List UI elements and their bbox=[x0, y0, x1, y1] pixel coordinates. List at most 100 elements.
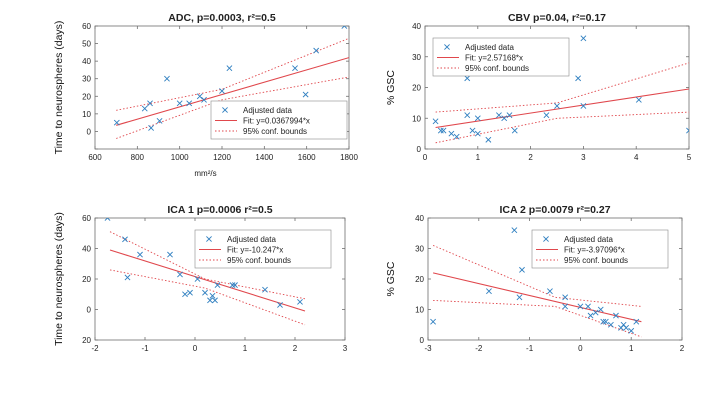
data-point bbox=[587, 312, 594, 319]
legend-label-bounds: 95% conf. bounds bbox=[243, 127, 307, 136]
data-point bbox=[635, 96, 642, 103]
data-point bbox=[147, 100, 153, 107]
conf-bound-lower bbox=[116, 76, 349, 139]
data-point bbox=[511, 127, 518, 134]
y-tick-label: 30 bbox=[412, 53, 421, 62]
data-point bbox=[562, 294, 569, 301]
x-tick-label: 1200 bbox=[213, 153, 231, 162]
data-point bbox=[577, 303, 584, 310]
data-point bbox=[485, 136, 492, 143]
conf-bound-lower bbox=[109, 269, 306, 326]
data-point bbox=[506, 112, 513, 119]
data-point bbox=[469, 127, 476, 134]
data-point bbox=[302, 91, 309, 98]
data-point bbox=[474, 115, 481, 122]
legend-marker-icon bbox=[206, 236, 212, 242]
y-tick-label: 0 bbox=[420, 336, 425, 345]
data-point bbox=[464, 75, 471, 82]
chart-adc: 600 800 1000 1200 1400 1600 1800 0 10 20 30 40 50 60 A… bbox=[53, 12, 358, 178]
data-point bbox=[623, 324, 630, 331]
data-marks bbox=[432, 35, 689, 144]
legend-label-bounds: 95% conf. bounds bbox=[227, 256, 291, 265]
data-point bbox=[543, 112, 550, 119]
legend-label-fit: Fit: y=-10.247*x bbox=[227, 246, 283, 255]
x-tick-label: 1800 bbox=[340, 153, 358, 162]
data-point bbox=[207, 297, 213, 304]
data-point bbox=[432, 118, 439, 125]
data-point bbox=[313, 47, 320, 54]
data-point bbox=[430, 318, 436, 325]
data-marks bbox=[113, 26, 349, 139]
y-tick-label: 10 bbox=[412, 114, 421, 123]
legend-label-fit: Fit: y=0.0367994*x bbox=[243, 117, 310, 126]
data-point bbox=[262, 286, 268, 293]
y-tick-label: 40 bbox=[82, 57, 91, 66]
data-point bbox=[177, 271, 183, 278]
legend: Adjusted data Fit: y=-3.97096*x95% conf. … bbox=[531, 229, 669, 269]
data-point bbox=[167, 251, 173, 258]
conf-bound-upper bbox=[116, 37, 349, 111]
conf-bound-upper bbox=[432, 244, 642, 307]
y-tick-label: 0 bbox=[87, 306, 92, 315]
data-point bbox=[219, 88, 225, 94]
chart-ica1: -2 -1 0 1 2 3 20 0 20 40 60 ICA 1 p=0.0006 r²=0.5 Ti… bbox=[53, 204, 348, 353]
data-point bbox=[214, 282, 221, 289]
y-axis-label: % GSC bbox=[385, 70, 397, 105]
x-tick-label: 2 bbox=[680, 344, 685, 353]
data-point bbox=[122, 236, 128, 243]
conf-bound-lower bbox=[435, 111, 689, 144]
data-point bbox=[196, 93, 203, 100]
y-axis-label: Time to neurospheres (days) bbox=[53, 212, 65, 346]
x-tick-label: 1 bbox=[243, 344, 248, 353]
data-point bbox=[232, 282, 238, 289]
legend: Adjusted data Fit: y=-10.247*x95% conf. b… bbox=[194, 229, 332, 269]
x-tick-label: 1600 bbox=[298, 153, 316, 162]
y-tick-label: 50 bbox=[82, 40, 91, 49]
data-point bbox=[516, 294, 523, 301]
fit-line bbox=[432, 272, 642, 323]
legend-label-data: Adjusted data bbox=[465, 43, 514, 52]
data-point bbox=[486, 288, 492, 295]
chart-title: CBV p=0.04, r²=0.17 bbox=[508, 12, 606, 24]
data-point bbox=[440, 127, 447, 134]
y-tick-label: 10 bbox=[82, 110, 91, 119]
data-point bbox=[212, 297, 218, 304]
y-tick-label: 20 bbox=[82, 92, 91, 101]
legend-marker-icon bbox=[222, 107, 228, 113]
data-point bbox=[277, 302, 283, 308]
data-point bbox=[186, 100, 193, 107]
data-point bbox=[453, 133, 460, 140]
x-tick-label: -1 bbox=[526, 344, 534, 353]
data-point bbox=[600, 318, 607, 325]
y-tick-label: 60 bbox=[82, 214, 91, 223]
legend: Adjusted data Fit: y=0.0367994*x95% conf.… bbox=[210, 100, 348, 140]
data-point bbox=[137, 251, 143, 258]
data-point bbox=[201, 96, 207, 103]
y-tick-label: 0 bbox=[87, 127, 92, 136]
data-point bbox=[124, 274, 131, 281]
data-point bbox=[562, 303, 569, 310]
x-tick-label: 3 bbox=[343, 344, 348, 353]
fit-line bbox=[116, 57, 349, 126]
x-tick-label: 2 bbox=[528, 153, 533, 162]
legend-label-fit: Fit: y=2.57168*x bbox=[465, 54, 523, 63]
data-point bbox=[297, 298, 303, 305]
data-point bbox=[633, 318, 640, 325]
data-point bbox=[202, 289, 208, 296]
x-tick-label: -2 bbox=[91, 344, 99, 353]
y-tick-label: 0 bbox=[417, 145, 422, 154]
data-point bbox=[511, 227, 518, 234]
y-tick-label: 20 bbox=[415, 275, 424, 284]
legend: Adjusted data Fit: y=2.57168*x95% conf. b… bbox=[432, 37, 570, 77]
data-point bbox=[141, 105, 148, 112]
legend-label-bounds: 95% conf. bounds bbox=[564, 256, 628, 265]
data-point bbox=[182, 291, 188, 298]
data-point bbox=[501, 115, 508, 122]
x-tick-label: -2 bbox=[475, 344, 483, 353]
x-tick-label: 0 bbox=[423, 153, 428, 162]
data-point bbox=[187, 289, 193, 296]
x-tick-label: 600 bbox=[88, 153, 102, 162]
data-point bbox=[341, 26, 348, 29]
data-point bbox=[156, 117, 163, 124]
